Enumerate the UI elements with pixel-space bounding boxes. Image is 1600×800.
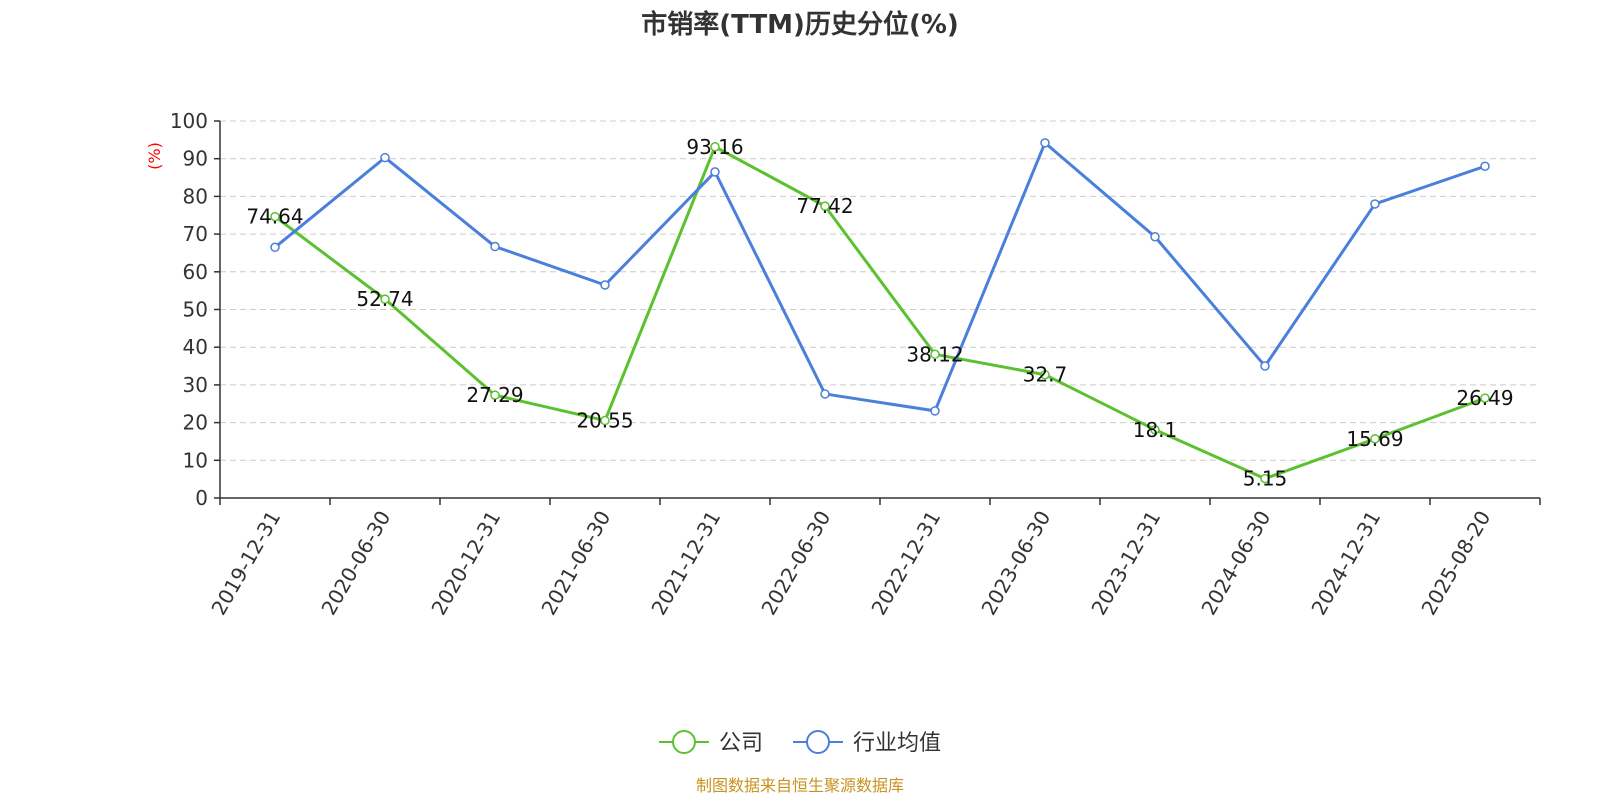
data-point[interactable] xyxy=(1040,369,1050,380)
series-line-0 xyxy=(274,145,1486,481)
y-tick-label: 0 xyxy=(195,486,208,510)
data-point[interactable] xyxy=(490,390,500,400)
data-point[interactable] xyxy=(270,211,280,222)
x-tick-label: 2022-06-30 xyxy=(756,507,835,620)
legend-swatch-marker xyxy=(671,730,696,754)
data-label: 20.55 xyxy=(576,409,633,433)
y-tick-label: 80 xyxy=(183,184,208,208)
x-tick-label: 2024-06-30 xyxy=(1196,507,1275,620)
data-point[interactable] xyxy=(490,241,500,252)
legend-item-0[interactable]: 公司 xyxy=(658,730,763,756)
data-label: 5.15 xyxy=(1243,467,1288,491)
data-label: 26.49 xyxy=(1456,386,1513,410)
data-point[interactable] xyxy=(380,294,390,304)
data-point[interactable] xyxy=(1150,425,1160,435)
y-tick-label: 100 xyxy=(170,109,208,133)
legend-label: 公司 xyxy=(719,731,763,756)
data-point[interactable] xyxy=(1260,473,1270,484)
legend-item-1[interactable]: 行业均值 xyxy=(793,730,941,756)
data-point[interactable] xyxy=(1370,434,1380,444)
data-point[interactable] xyxy=(820,389,830,399)
legend[interactable]: 公司 行业均值 xyxy=(658,730,941,756)
data-label: 27.29 xyxy=(466,383,523,407)
data-label: 52.74 xyxy=(356,287,413,311)
data-label: 32.7 xyxy=(1023,363,1068,387)
data-point[interactable] xyxy=(380,152,390,163)
chart-title: 市销率(TTM)历史分位(%) xyxy=(641,9,959,40)
series-layer xyxy=(270,138,1490,484)
data-source: 制图数据来自恒生聚源数据库 xyxy=(696,776,904,795)
x-tick-label: 2023-06-30 xyxy=(976,507,1055,620)
data-point[interactable] xyxy=(600,280,610,290)
x-tick-label: 2024-12-31 xyxy=(1306,507,1385,620)
y-tick-label: 20 xyxy=(183,411,208,435)
data-point[interactable] xyxy=(820,201,830,211)
y-tick-label: 60 xyxy=(183,260,208,284)
data-label: 93.16 xyxy=(686,135,743,159)
data-point[interactable] xyxy=(1480,393,1490,403)
data-point[interactable] xyxy=(710,142,720,152)
axis-layer: 0 10 20 30 40 50 60 70 80 90 100 2019-12-31 2020-06-… xyxy=(170,109,1541,620)
data-point[interactable] xyxy=(1040,138,1050,148)
x-tick-label: 2025-08-20 xyxy=(1416,507,1495,620)
x-tick-label: 2021-12-31 xyxy=(646,507,725,620)
y-tick-label: 40 xyxy=(183,335,208,359)
y-axis-unit: (%) xyxy=(145,142,164,170)
data-point[interactable] xyxy=(1150,231,1160,242)
y-tick-label: 30 xyxy=(183,373,208,397)
legend-label: 行业均值 xyxy=(853,731,941,756)
data-label: 74.64 xyxy=(246,205,303,229)
data-point[interactable] xyxy=(1260,361,1270,371)
data-label: 18.1 xyxy=(1133,418,1178,442)
data-point[interactable] xyxy=(710,167,720,177)
y-tick-label: 50 xyxy=(183,298,208,322)
legend-swatch-marker xyxy=(806,730,830,754)
data-point[interactable] xyxy=(600,415,610,426)
x-tick-label: 2021-06-30 xyxy=(536,507,615,620)
data-point[interactable] xyxy=(1480,161,1490,171)
y-tick-label: 70 xyxy=(183,222,208,246)
x-tick-label: 2020-12-31 xyxy=(426,507,505,620)
series-line-1 xyxy=(274,141,1486,413)
data-point[interactable] xyxy=(1370,199,1380,209)
x-tick-label: 2019-12-31 xyxy=(206,507,285,620)
y-tick-label: 10 xyxy=(183,448,208,472)
data-label-layer: 74.64 52.74 27.29 20.55 93.16 77.42 38.12 32.7 1… xyxy=(246,135,1513,491)
data-label: 15.69 xyxy=(1346,427,1403,451)
data-point[interactable] xyxy=(270,242,280,253)
data-point[interactable] xyxy=(930,406,940,416)
grid-layer xyxy=(220,120,1540,461)
y-tick-label: 90 xyxy=(183,147,208,171)
data-label: 77.42 xyxy=(796,194,853,218)
x-tick-label: 2023-12-31 xyxy=(1086,507,1165,620)
data-label: 38.12 xyxy=(906,342,963,366)
data-point[interactable] xyxy=(930,349,940,360)
x-tick-label: 2022-12-31 xyxy=(866,507,945,620)
x-tick-label: 2020-06-30 xyxy=(316,507,395,620)
